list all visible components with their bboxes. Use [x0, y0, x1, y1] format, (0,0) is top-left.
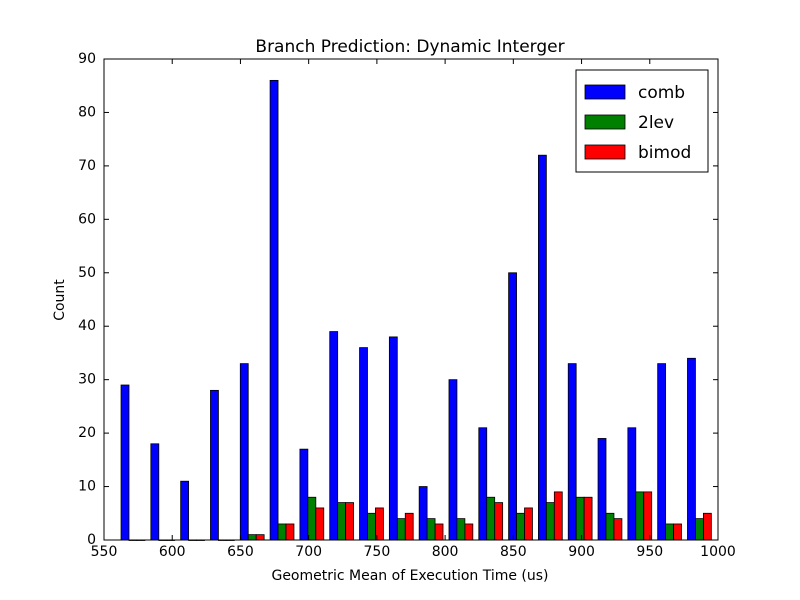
bar [575, 496, 585, 541]
bar [643, 491, 653, 541]
y-tick-label: 20 [78, 425, 96, 441]
bar [255, 534, 265, 541]
x-tick-label: 750 [364, 544, 391, 560]
bar [150, 443, 160, 541]
bar [702, 512, 712, 541]
bar [359, 347, 368, 541]
bar [545, 502, 555, 541]
y-tick-label: 50 [78, 265, 96, 281]
bar [494, 502, 504, 541]
bar [337, 502, 347, 541]
bar [247, 534, 257, 541]
bar [307, 496, 317, 541]
chart-title: Branch Prediction: Dynamic Interger [255, 37, 564, 57]
x-tick-label: 550 [91, 544, 118, 560]
bar [673, 523, 682, 541]
x-tick-label: 800 [432, 544, 459, 560]
bar [277, 523, 287, 541]
y-tick-label: 70 [78, 158, 96, 174]
bar [524, 507, 533, 541]
bar [687, 357, 696, 541]
legend-label: bimod [638, 143, 691, 163]
x-tick-label: 600 [159, 544, 186, 560]
x-axis-label: Geometric Mean of Execution Time (us) [271, 568, 548, 584]
bar [695, 518, 704, 541]
y-axis-label: Count [52, 279, 68, 321]
bar [597, 438, 607, 541]
bar [180, 480, 190, 541]
bar [538, 154, 547, 541]
bar [299, 448, 309, 541]
legend-swatch [584, 114, 626, 130]
bar [367, 512, 376, 541]
y-tick-label: 40 [78, 318, 96, 334]
y-tick-label: 80 [78, 104, 96, 120]
bar [210, 389, 219, 541]
x-tick-label: 950 [636, 544, 663, 560]
bar [434, 523, 444, 541]
bar [388, 336, 398, 541]
bar [239, 363, 249, 541]
plot-frame [103, 58, 719, 541]
bar [567, 363, 577, 541]
bar [448, 379, 458, 541]
x-tick-label: 850 [500, 544, 527, 560]
bar [508, 272, 517, 541]
bar [464, 523, 474, 541]
x-tick-label: 650 [227, 544, 254, 560]
bar [605, 512, 615, 541]
bar [269, 79, 279, 541]
y-tick-label: 90 [78, 51, 96, 67]
bar [613, 518, 623, 541]
y-tick-label: 60 [78, 211, 96, 227]
bar [478, 427, 488, 541]
bar [329, 331, 339, 541]
legend-swatch [584, 144, 626, 160]
bar [396, 518, 406, 541]
bar [285, 523, 295, 541]
bar [583, 496, 593, 541]
legend-label: 2lev [638, 113, 674, 133]
bar [426, 518, 436, 541]
bar [516, 512, 525, 541]
y-tick-label: 0 [87, 532, 96, 548]
bar [418, 486, 428, 541]
bar [486, 496, 496, 541]
legend-label: comb [638, 83, 685, 103]
x-tick-label: 900 [568, 544, 595, 560]
bar [404, 512, 414, 541]
bar [657, 363, 667, 541]
x-tick-label: 700 [295, 544, 322, 560]
y-tick-label: 10 [78, 479, 96, 495]
bar [553, 491, 563, 541]
bar [345, 502, 354, 541]
bar [627, 427, 637, 541]
y-tick-label: 30 [78, 372, 96, 388]
bar [665, 523, 674, 541]
bar [120, 384, 130, 541]
bar [315, 507, 325, 541]
legend-swatch [584, 84, 626, 100]
bar [456, 518, 466, 541]
x-tick-label: 1000 [700, 544, 736, 560]
bar [635, 491, 645, 541]
